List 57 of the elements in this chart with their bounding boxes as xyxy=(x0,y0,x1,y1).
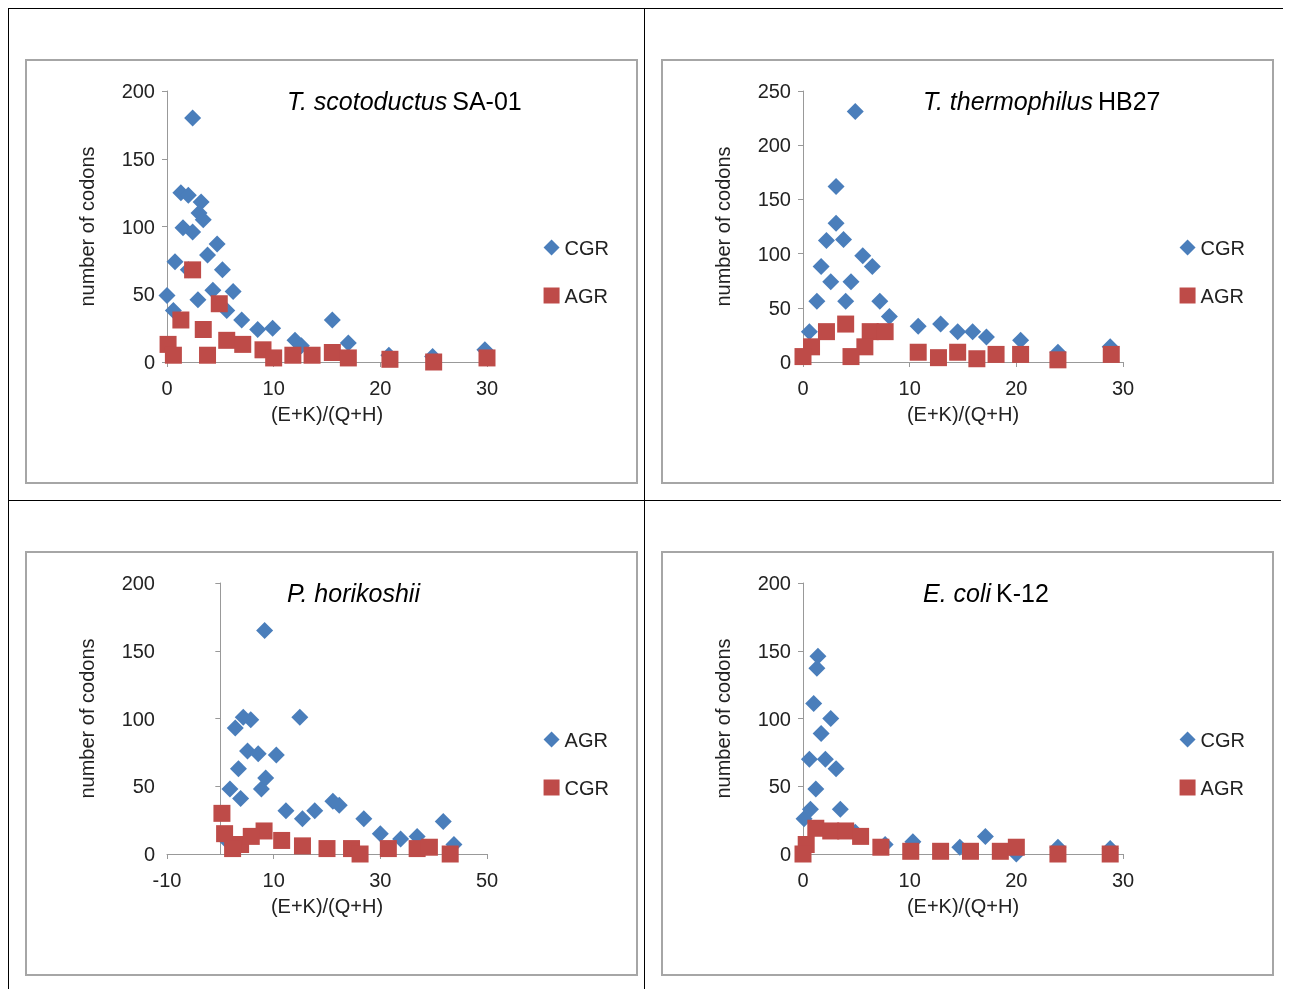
x-tick-label: 10 xyxy=(898,869,921,891)
chart-title: E. coli K-12 xyxy=(923,578,1049,607)
x-tick-label: 20 xyxy=(369,377,392,399)
x-tick-label: 20 xyxy=(1005,377,1028,399)
y-axis-title: number of codons xyxy=(712,146,734,307)
x-axis-title: (E+K)/(Q+H) xyxy=(906,403,1020,425)
y-tick-label: 50 xyxy=(132,283,155,306)
y-tick-label: 50 xyxy=(768,296,791,319)
y-axis-title: number of codons xyxy=(712,638,734,799)
legend-label: CGR xyxy=(564,236,610,259)
chart-title: P. horikoshii xyxy=(287,578,422,607)
y-tick-label: 150 xyxy=(121,147,155,170)
y-tick-label: 150 xyxy=(757,188,791,211)
legend-label: AGR xyxy=(1200,284,1244,307)
x-tick-label: -10 xyxy=(152,869,182,891)
y-tick-label: 150 xyxy=(121,639,155,662)
y-tick-label: 200 xyxy=(757,572,791,594)
x-tick-label: 0 xyxy=(161,377,173,399)
x-tick-label: 30 xyxy=(1111,869,1135,891)
x-tick-label: 10 xyxy=(898,377,921,399)
legend-label: CGR xyxy=(564,776,610,799)
x-tick-label: 0 xyxy=(797,869,809,891)
y-tick-label: 100 xyxy=(121,215,155,238)
y-tick-label: 0 xyxy=(779,351,791,373)
y-tick-label: 0 xyxy=(143,351,155,373)
y-tick-label: 0 xyxy=(143,843,155,865)
y-tick-label: 200 xyxy=(121,572,155,594)
y-axis-title: number of codons xyxy=(76,146,98,307)
y-tick-label: 50 xyxy=(768,775,791,798)
x-axis-title: (E+K)/(Q+H) xyxy=(270,895,384,917)
chart-title: T. thermophilus HB27 xyxy=(923,86,1161,115)
legend-label: CGR xyxy=(1200,236,1246,259)
y-tick-label: 200 xyxy=(757,134,791,157)
legend-label: CGR xyxy=(1200,728,1246,751)
x-tick-label: 50 xyxy=(475,869,499,891)
x-tick-label: 0 xyxy=(797,377,809,399)
x-tick-label: 20 xyxy=(1005,869,1028,891)
legend-label: AGR xyxy=(1200,776,1244,799)
x-tick-label: 30 xyxy=(1111,377,1135,399)
y-tick-label: 250 xyxy=(757,80,791,102)
legend-label: AGR xyxy=(564,728,608,751)
y-tick-label: 50 xyxy=(132,775,155,798)
x-tick-label: 10 xyxy=(262,377,285,399)
x-tick-label: 30 xyxy=(369,869,392,891)
x-axis-title: (E+K)/(Q+H) xyxy=(270,403,384,425)
x-tick-label: 30 xyxy=(475,377,499,399)
y-tick-label: 100 xyxy=(121,707,155,730)
legend-label: AGR xyxy=(564,284,608,307)
y-tick-label: 200 xyxy=(121,80,155,102)
chart-title: T. scotoductus SA-01 xyxy=(287,86,522,115)
y-axis-title: number of codons xyxy=(76,638,98,799)
x-axis-title: (E+K)/(Q+H) xyxy=(906,895,1020,917)
y-tick-label: 100 xyxy=(757,242,791,265)
y-tick-label: 0 xyxy=(779,843,791,865)
y-tick-label: 150 xyxy=(757,639,791,662)
x-tick-label: 10 xyxy=(262,869,285,891)
y-tick-label: 100 xyxy=(757,707,791,730)
